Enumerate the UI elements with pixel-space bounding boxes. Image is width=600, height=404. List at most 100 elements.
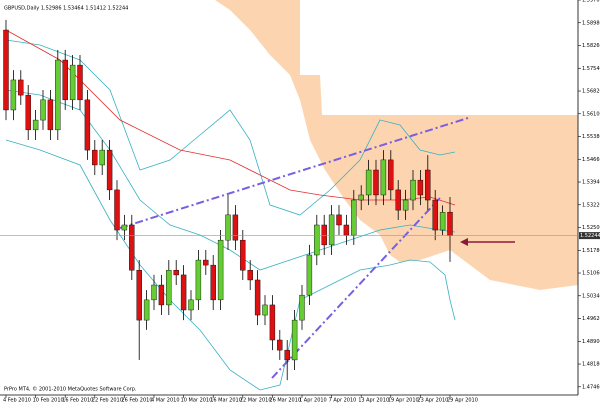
candle-body — [225, 214, 231, 241]
y-tick-label: 1.47460 — [582, 384, 600, 390]
candle-body — [447, 211, 453, 236]
candle-body — [166, 269, 172, 306]
x-tick-label: 16 Feb 2010 — [62, 398, 93, 404]
candle-body — [151, 284, 157, 301]
candle-body — [129, 224, 135, 271]
y-tick-label: 1.53940 — [582, 180, 600, 186]
candle-body — [262, 304, 268, 316]
x-tick-label: 10 Feb 2010 — [33, 398, 64, 404]
candle-body — [143, 299, 150, 321]
candle-body — [306, 254, 313, 296]
y-tick-label: 1.54660 — [582, 157, 600, 163]
candle-body — [18, 79, 24, 96]
candle-body — [402, 199, 409, 211]
candle-body — [321, 224, 327, 246]
candle-body — [158, 284, 165, 306]
y-tick-label: 1.50340 — [582, 293, 600, 299]
candle-body — [380, 159, 387, 196]
candle-body — [232, 214, 239, 241]
current-price-box — [579, 232, 600, 240]
candle-body — [277, 339, 283, 351]
y-tick-label: 1.59700 — [582, 0, 600, 4]
y-tick-label: 1.51060 — [582, 271, 600, 277]
x-tick-label: 29 Apr 2010 — [447, 398, 478, 404]
x-tick-label: 10 Mar 2010 — [181, 398, 213, 404]
y-tick-label: 1.51780 — [582, 248, 600, 254]
x-tick-label: 22 Feb 2010 — [92, 398, 123, 404]
candle-body — [351, 199, 357, 236]
candle-body — [3, 29, 9, 111]
candle-body — [203, 259, 209, 266]
candle-body — [47, 99, 54, 131]
candle-body — [439, 212, 446, 231]
candle-body — [336, 214, 342, 226]
x-tick-label: 1 Apr 2010 — [299, 398, 327, 404]
x-tick-label: 13 Apr 2010 — [358, 398, 389, 404]
trend-line — [271, 197, 441, 379]
candle-body — [314, 224, 320, 256]
y-tick-label: 1.58260 — [582, 43, 600, 49]
x-tick-label: 26 Mar 2010 — [269, 398, 301, 404]
candle-body — [247, 269, 253, 281]
candle-body — [99, 149, 105, 166]
y-tick-label: 1.56820 — [582, 89, 600, 95]
candle-body — [395, 189, 401, 211]
candle-body — [284, 349, 290, 361]
candle-body — [40, 99, 46, 121]
bollinger-upper — [5, 39, 456, 216]
ichimoku-cloud — [215, 0, 578, 290]
candle-body — [25, 94, 31, 131]
copyright: PrPro MT4, © 2001-2010 MetaQuotes Softwa… — [4, 386, 137, 393]
candle-body — [254, 279, 261, 316]
trend-line — [119, 117, 469, 229]
candle-body — [358, 194, 364, 201]
candle-body — [55, 59, 61, 131]
candle-body — [62, 59, 68, 101]
candle-body — [365, 169, 372, 196]
candle-body — [417, 179, 424, 196]
candle-body — [432, 199, 438, 231]
y-tick-label: 1.52500 — [582, 225, 600, 231]
candle-body — [269, 304, 276, 341]
y-tick-label: 1.58980 — [582, 20, 600, 26]
candle-body — [136, 269, 142, 321]
x-tick-label: 4 Mar 2010 — [151, 398, 180, 404]
candle-body — [84, 99, 91, 151]
candle-body — [240, 239, 246, 271]
bollinger-lower — [5, 139, 456, 391]
candle-body — [373, 169, 379, 196]
candle-body — [217, 239, 224, 301]
y-tick-label: 1.57540 — [582, 66, 600, 72]
x-tick-label: 26 Feb 2010 — [121, 398, 152, 404]
candle-body — [114, 189, 120, 231]
candle-body — [425, 169, 431, 201]
current-price-label: 1.52244 — [580, 233, 600, 239]
candle-body — [188, 299, 194, 311]
candle-body — [210, 264, 216, 301]
candle-body — [77, 64, 83, 101]
chart-title: GBPUSD,Daily 1.52986 1.53464 1.51412 1.5… — [4, 6, 128, 12]
x-tick-label: 19 Apr 2010 — [388, 398, 419, 404]
candle-body — [121, 224, 128, 231]
y-tick-label: 1.49620 — [582, 316, 600, 322]
candle-body — [299, 294, 305, 321]
y-tick-label: 1.55380 — [582, 134, 600, 140]
x-tick-label: 23 Apr 2010 — [417, 398, 448, 404]
x-tick-label: 22 Mar 2010 — [240, 398, 272, 404]
candle-body — [195, 259, 202, 301]
candle-body — [328, 214, 335, 246]
arrow-head — [460, 238, 468, 246]
candle-body — [92, 149, 98, 166]
candle-body — [173, 269, 179, 276]
y-tick-label: 1.48900 — [582, 339, 600, 345]
candle-body — [32, 119, 39, 131]
candle-body — [180, 274, 187, 311]
candle-body — [343, 224, 350, 236]
y-tick-label: 1.48180 — [582, 362, 600, 368]
moving-average — [5, 29, 456, 206]
x-tick-label: 7 Apr 2010 — [329, 398, 357, 404]
candle-body — [291, 319, 298, 361]
candle-body — [10, 79, 17, 111]
candle-body — [410, 179, 416, 201]
x-tick-label: 4 Feb 2010 — [3, 398, 31, 404]
